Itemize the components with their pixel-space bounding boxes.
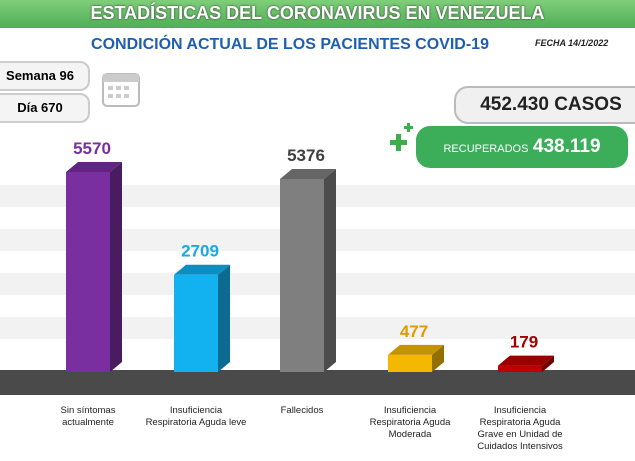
category-label: Sin síntomas actualmente	[60, 405, 116, 428]
cases-box: 452.430 CASOS	[454, 86, 635, 124]
bar-top	[174, 264, 230, 275]
calendar-icon	[102, 73, 140, 107]
bar	[280, 178, 324, 372]
bar	[66, 172, 110, 372]
plus-icon	[390, 123, 413, 151]
bar	[174, 274, 218, 372]
bar	[388, 354, 432, 372]
value-label: 179	[510, 333, 538, 352]
title: ESTADÍSTICAS DEL CORONAVIRUS EN VENEZUEL…	[90, 3, 545, 23]
bar-top	[66, 162, 122, 172]
value-label: 477	[400, 322, 428, 341]
recovered-value: 438.119	[532, 136, 601, 157]
bar-top	[498, 355, 554, 366]
value-label: 5376	[287, 146, 325, 165]
category-label: Insuficiencia Respiratoria Aguda Grave e…	[477, 405, 563, 452]
bar-side	[542, 355, 554, 372]
bar-side	[324, 168, 336, 372]
chart: 5570 2709 5376 477 179	[0, 139, 635, 395]
bar-top	[280, 168, 336, 179]
floor	[0, 370, 635, 395]
subtitle: CONDICIÓN ACTUAL DE LOS PACIENTES COVID-…	[91, 36, 489, 53]
category-label: Insuficiencia Respiratoria Aguda Moderad…	[369, 405, 451, 440]
value-label: 2709	[181, 242, 219, 261]
bar-side	[110, 162, 122, 372]
category-label: Insuficiencia Respiratoria Aguda leve	[145, 405, 247, 428]
week-box: Semana 96	[0, 61, 90, 91]
bar	[498, 365, 542, 372]
day-box: Día 670	[0, 93, 90, 123]
category-label: Fallecidos	[280, 405, 324, 416]
bar-side	[218, 264, 230, 372]
value-label: 5570	[73, 139, 111, 158]
date: FECHA 14/1/2022	[535, 38, 609, 48]
recovered-label: RECUPERADOS	[443, 143, 529, 155]
banner	[0, 0, 635, 28]
bar-top	[388, 344, 444, 355]
bar-side	[432, 344, 444, 372]
recovered-box: RECUPERADOS 438.119	[416, 126, 628, 168]
